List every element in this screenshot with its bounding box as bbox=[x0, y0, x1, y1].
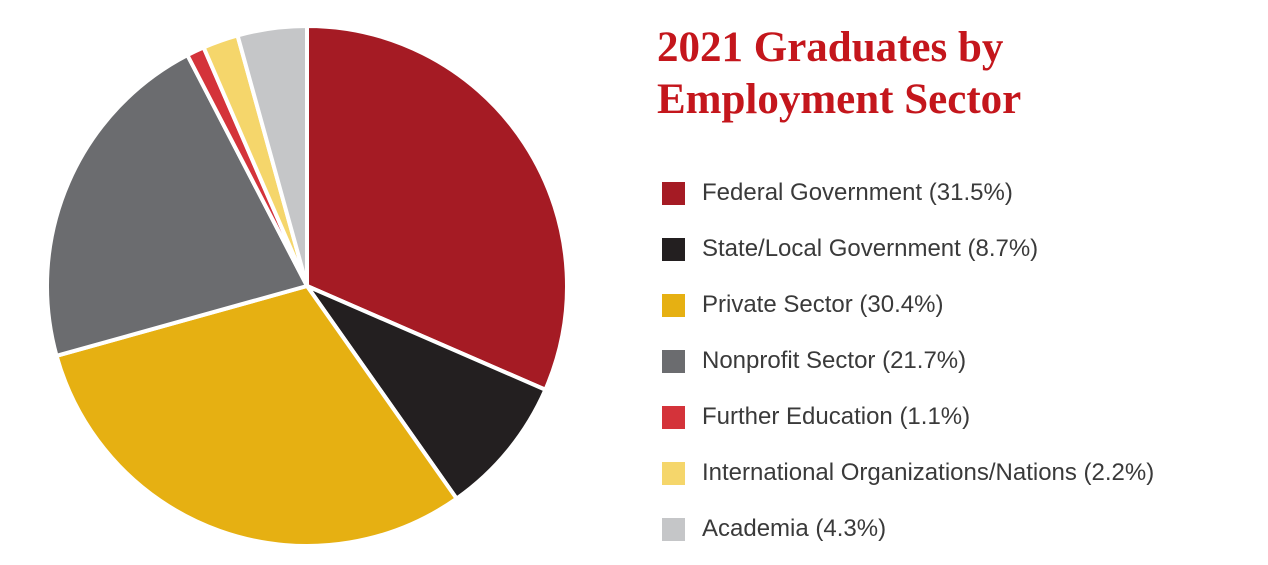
legend-swatch bbox=[662, 349, 685, 373]
legend-item-private-sector: Private Sector (30.4%) bbox=[662, 277, 1154, 333]
legend-label: Academia (4.3%) bbox=[702, 515, 887, 542]
legend-item-state-local-government: State/Local Government (8.7%) bbox=[662, 221, 1154, 277]
legend-item-nonprofit-sector: Nonprofit Sector (21.7%) bbox=[662, 333, 1154, 389]
chart-legend: Federal Government (31.5%) State/Local G… bbox=[662, 165, 1154, 557]
legend-label: State/Local Government (8.7%) bbox=[702, 235, 1039, 262]
pie-slice-state-local-government bbox=[305, 284, 548, 501]
legend-label: Private Sector (30.4%) bbox=[702, 291, 944, 318]
chart-title: 2021 Graduates by Employment Sector bbox=[657, 22, 1257, 126]
legend-swatch bbox=[662, 517, 685, 541]
pie-slice-nonprofit-sector bbox=[45, 53, 309, 358]
legend-swatch bbox=[662, 237, 685, 261]
legend-item-further-education: Further Education (1.1%) bbox=[662, 389, 1154, 445]
legend-label: International Organizations/Nations (2.2… bbox=[702, 459, 1155, 486]
legend-item-international-organizations: International Organizations/Nations (2.2… bbox=[662, 445, 1154, 501]
pie-slice-federal-government bbox=[305, 24, 569, 392]
pie-slice-private-sector bbox=[54, 284, 459, 548]
chart-title-line-2: Employment Sector bbox=[657, 76, 1022, 123]
legend-item-academia: Academia (4.3%) bbox=[662, 501, 1154, 557]
legend-swatch bbox=[662, 405, 685, 429]
pie-chart bbox=[45, 24, 569, 548]
legend-label: Further Education (1.1%) bbox=[702, 403, 971, 430]
legend-swatch bbox=[662, 181, 685, 205]
legend-swatch bbox=[662, 293, 685, 317]
chart-title-line-1: 2021 Graduates by bbox=[657, 24, 1004, 71]
legend-label: Federal Government (31.5%) bbox=[702, 179, 1013, 206]
legend-item-federal-government: Federal Government (31.5%) bbox=[662, 165, 1154, 221]
legend-swatch bbox=[662, 461, 685, 485]
legend-label: Nonprofit Sector (21.7%) bbox=[702, 347, 967, 374]
pie-slice-academia bbox=[235, 24, 309, 288]
